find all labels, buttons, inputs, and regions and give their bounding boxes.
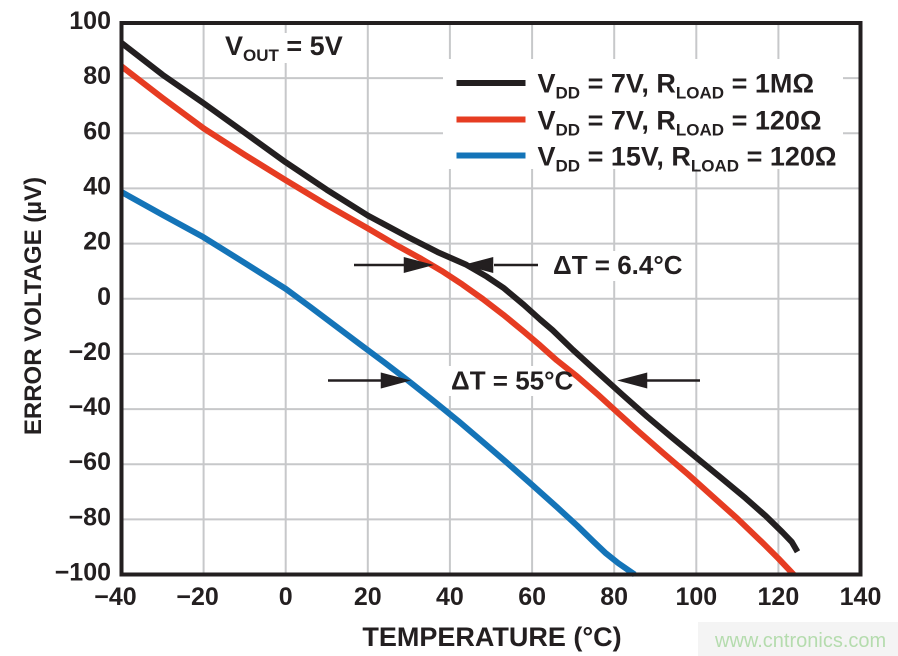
svg-text:80: 80 [600,583,628,611]
svg-text:60: 60 [83,117,111,145]
svg-text:TEMPERATURE (°C): TEMPERATURE (°C) [362,622,621,652]
svg-text:ΔT = 6.4°C: ΔT = 6.4°C [553,250,683,280]
svg-text:20: 20 [83,228,111,256]
svg-text:VDD = 7V, RLOAD = 1MΩ: VDD = 7V, RLOAD = 1MΩ [538,69,815,103]
svg-text:140: 140 [840,583,882,611]
svg-text:100: 100 [69,7,111,35]
svg-text:−60: −60 [69,448,111,476]
svg-text:VDD = 15V, RLOAD = 120Ω: VDD = 15V, RLOAD = 120Ω [538,142,837,176]
svg-text:80: 80 [83,62,111,90]
svg-text:−80: −80 [69,503,111,531]
svg-text:VDD = 7V, RLOAD = 120Ω: VDD = 7V, RLOAD = 120Ω [538,106,822,140]
svg-text:ERROR VOLTAGE (µV): ERROR VOLTAGE (µV) [20,177,47,435]
svg-text:−100: −100 [55,559,111,587]
svg-text:www.cntronics.com: www.cntronics.com [714,630,886,652]
svg-text:20: 20 [354,583,382,611]
svg-text:0: 0 [279,583,293,611]
svg-text:40: 40 [436,583,464,611]
svg-text:−20: −20 [176,583,218,611]
svg-text:−20: −20 [69,338,111,366]
svg-text:−40: −40 [94,583,136,611]
svg-text:VOUT = 5V: VOUT = 5V [225,31,343,65]
svg-text:60: 60 [518,583,546,611]
svg-text:0: 0 [97,283,111,311]
svg-text:40: 40 [83,173,111,201]
svg-text:ΔT = 55°C: ΔT = 55°C [451,366,574,396]
svg-text:100: 100 [675,583,717,611]
svg-text:−40: −40 [69,393,111,421]
svg-text:120: 120 [758,583,800,611]
